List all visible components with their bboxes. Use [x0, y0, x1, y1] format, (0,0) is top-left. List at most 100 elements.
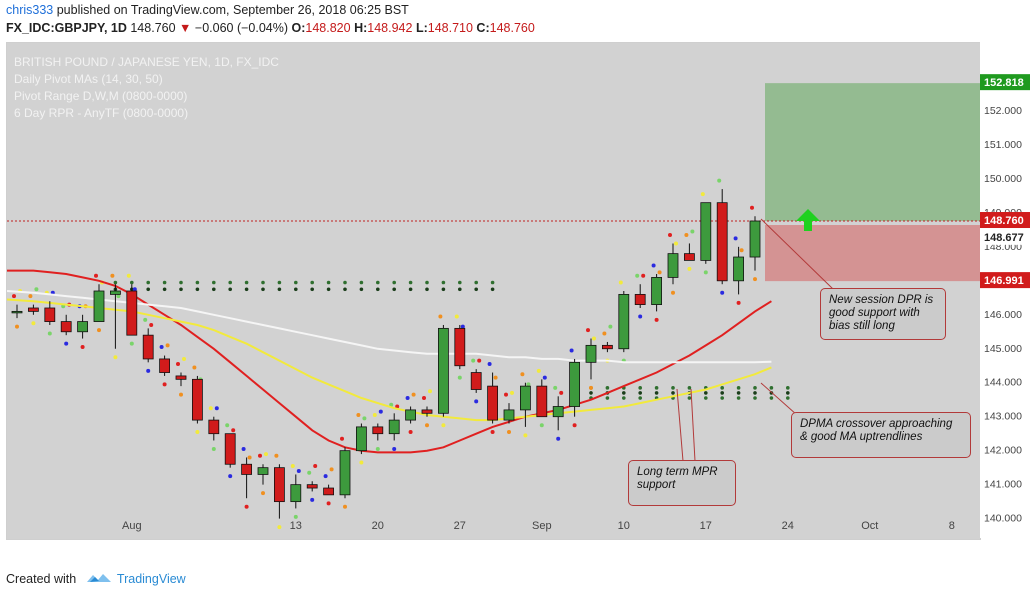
pivot-dot: [146, 368, 151, 373]
publish-info: published on TradingView.com, September …: [56, 3, 409, 17]
candle-body: [520, 385, 531, 411]
pivot-dot: [225, 423, 230, 428]
candle-body: [126, 290, 138, 336]
y-tick-label: 144.000: [984, 377, 1022, 389]
pivot-dot: [422, 396, 426, 401]
candle-body: [585, 344, 597, 363]
pivot-dot: [671, 290, 675, 295]
pivot-dot: [477, 358, 482, 363]
pivot-dot: [395, 404, 400, 409]
pivot-dot: [671, 391, 675, 395]
pivot-dot: [231, 428, 236, 433]
chart-plot-area[interactable]: Aug 13 20 27 Sep 10 17 24 Oct 8: [6, 42, 981, 540]
ma30-line: [7, 298, 772, 422]
pivot-dot: [638, 314, 643, 319]
pivot-dot: [408, 280, 413, 285]
pivot-dot: [376, 280, 380, 285]
pivot-dot: [359, 280, 364, 285]
pivot-dot: [720, 386, 724, 390]
pivot-dot: [474, 399, 479, 404]
pivot-dot: [392, 287, 397, 292]
candle: [27, 304, 39, 315]
pivot-dot: [146, 280, 150, 285]
candle-body: [536, 385, 548, 418]
pivot-dot: [162, 287, 167, 292]
created-with-label: Created with: [6, 572, 77, 586]
candle-body: [634, 293, 646, 305]
pivot-dot: [192, 365, 197, 370]
x-tick-label: Aug: [122, 520, 142, 532]
pivot-dot: [536, 368, 541, 373]
candle-body: [290, 484, 302, 503]
note-dpma[interactable]: DPMA crossover approaching & good MA upt…: [791, 412, 971, 458]
pivot-dot: [392, 446, 397, 451]
pivot-dot: [149, 322, 154, 327]
pivot-dot: [277, 525, 282, 530]
pivot-dot: [736, 300, 741, 305]
pivot-dot: [340, 436, 344, 441]
candle-body: [437, 327, 449, 414]
pivot-dot: [110, 273, 115, 278]
pivot-dot: [736, 391, 741, 395]
candle: [634, 284, 646, 308]
candle: [60, 314, 72, 336]
pivot-dot: [703, 270, 708, 275]
price-tag-stop: 146.991: [984, 275, 1024, 287]
pivot-dot: [15, 324, 19, 329]
candle-body: [355, 426, 367, 452]
pivot-dot: [687, 396, 692, 400]
pivot-dot: [589, 391, 593, 395]
price-tag-stop-bg: [980, 272, 1030, 289]
pivot-dot: [310, 497, 315, 502]
candle-body: [339, 450, 351, 496]
pivot-dot: [490, 280, 495, 285]
price-scale-axis: 140.000 141.000 142.000 143.000 144.000 145.0…: [980, 74, 1030, 525]
pivot-dot: [143, 317, 148, 322]
candle-body: [602, 344, 613, 350]
price-scale[interactable]: 140.000 141.000 142.000 143.000 144.000 145.0…: [980, 42, 1034, 538]
legend-indicator-pivot[interactable]: Pivot Range D,W,M (0800-0000): [14, 89, 188, 103]
pivot-dot: [441, 287, 446, 292]
pivot-dot: [28, 294, 33, 299]
pivot-dot: [458, 287, 462, 292]
pivot-dot: [542, 375, 547, 380]
pivot-dot: [786, 386, 790, 390]
pivot-dot: [195, 429, 200, 434]
candle: [93, 284, 105, 322]
pivot-dot: [116, 294, 121, 299]
pivot-dot: [212, 280, 216, 285]
pivot-dot: [195, 287, 200, 292]
pivot-dot: [490, 429, 495, 434]
pivot-dot: [671, 386, 675, 390]
pivot-dot: [458, 280, 462, 285]
candle: [684, 243, 695, 261]
candle: [241, 457, 253, 499]
pivot-dot: [641, 273, 646, 278]
price-chart[interactable]: Aug 13 20 27 Sep 10 17 24 Oct 8: [7, 43, 980, 539]
pivot-dot: [474, 280, 479, 285]
pivot-dot: [162, 382, 167, 387]
pivot-dot: [97, 328, 101, 333]
pivot-dot: [159, 345, 164, 350]
legend-indicator-rpr[interactable]: 6 Day RPR - AnyTF (0800-0000): [14, 106, 189, 120]
note-dpr[interactable]: New session DPR is good support with bia…: [820, 288, 946, 340]
note-mpr[interactable]: Long term MPR support: [628, 460, 736, 506]
tradingview-logo-icon[interactable]: [86, 572, 112, 584]
pivot-dot: [378, 409, 383, 414]
candle-body: [257, 467, 269, 475]
tradingview-link[interactable]: TradingView: [116, 572, 186, 586]
pivot-dot: [129, 341, 134, 346]
pivot-dot: [622, 391, 626, 395]
author-link[interactable]: chris333: [6, 3, 54, 17]
pivot-dot: [428, 389, 432, 394]
pivot-dot: [296, 469, 301, 474]
ma50-line: [7, 290, 772, 364]
pivot-dot: [684, 232, 689, 237]
pivot-dot: [510, 390, 514, 395]
pivot-dot: [326, 501, 331, 506]
legend-indicator-ma[interactable]: Daily Pivot MAs (14, 30, 50): [14, 72, 163, 86]
candle-body: [27, 307, 39, 312]
pivot-dot: [176, 362, 180, 367]
pivot-dot: [31, 321, 36, 326]
pivot-dot: [261, 287, 265, 292]
